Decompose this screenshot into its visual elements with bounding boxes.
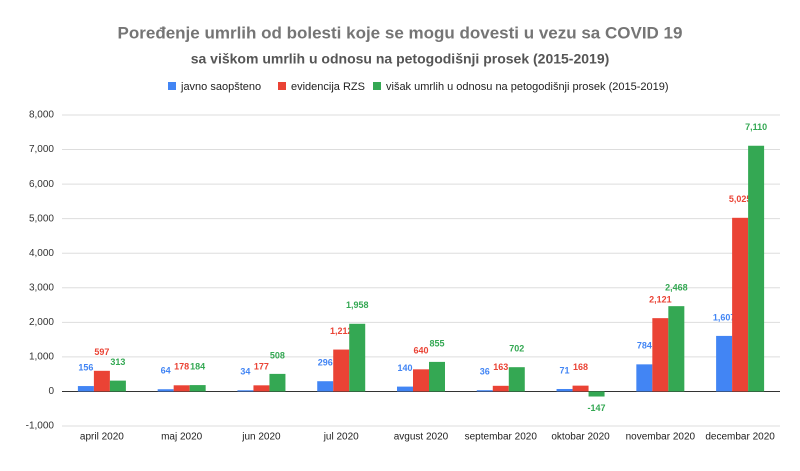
data-label: 1,212 (330, 326, 353, 336)
data-label: 2,468 (665, 283, 688, 293)
data-label: 140 (397, 363, 412, 373)
bar (77, 386, 94, 392)
data-label: 178 (174, 362, 189, 372)
data-label: 34 (240, 367, 250, 377)
data-label: -147 (588, 403, 606, 413)
bar (732, 217, 749, 392)
data-label: 163 (493, 362, 508, 372)
x-tick-label: april 2020 (80, 432, 124, 443)
data-label: 168 (573, 362, 588, 372)
bar (157, 389, 174, 392)
y-tick-label: 1,000 (29, 352, 54, 363)
bar (269, 373, 286, 392)
bar (492, 385, 509, 392)
legend-label: javno saopšteno (180, 81, 261, 93)
x-tick-label: novembar 2020 (626, 432, 696, 443)
bar (109, 380, 126, 392)
y-tick-label: 4,000 (29, 248, 54, 259)
data-label: 7,110 (745, 122, 767, 132)
data-label: 313 (110, 357, 125, 367)
data-label: 5,025 (729, 194, 752, 204)
x-tick-label: maj 2020 (161, 432, 203, 443)
data-label: 296 (318, 358, 333, 368)
y-tick-label: 6,000 (29, 179, 54, 190)
data-label: 1,607 (713, 312, 736, 322)
legend-label: višak umrlih u odnosu na petogodišnji pr… (386, 81, 669, 93)
bar (429, 361, 445, 392)
bar (716, 335, 733, 392)
data-label: 64 (161, 366, 171, 376)
data-label: 855 (429, 338, 444, 348)
bar (317, 381, 334, 392)
bar (397, 386, 413, 392)
x-tick-label: decembar 2020 (705, 432, 775, 443)
chart-title: Poređenje umrlih od bolesti koje se mogu… (118, 23, 683, 42)
legend-swatch (278, 82, 286, 90)
y-tick-label: 3,000 (29, 282, 54, 293)
data-label: 184 (190, 361, 205, 371)
bar (413, 369, 429, 392)
data-label: 640 (413, 346, 428, 356)
data-label: 177 (254, 362, 269, 372)
data-label: 597 (94, 347, 109, 357)
bar (572, 385, 589, 392)
bar (508, 367, 525, 392)
bar (668, 306, 685, 392)
bar (556, 388, 573, 392)
y-tick-label: 0 (48, 386, 54, 397)
y-tick-label: 2,000 (29, 317, 54, 328)
bar (333, 349, 350, 392)
x-tick-label: jul 2020 (323, 432, 359, 443)
legend-swatch (168, 82, 176, 90)
data-label: 702 (509, 344, 524, 354)
chart-subtitle: sa viškom umrlih u odnosu na petogodišnj… (191, 51, 610, 67)
legend-label: evidencija RZS (291, 81, 365, 93)
data-label: 36 (480, 367, 490, 377)
data-label: 784 (637, 341, 652, 351)
bar (93, 370, 110, 392)
x-tick-label: oktobar 2020 (551, 432, 610, 443)
data-label: 71 (560, 365, 570, 375)
bar (189, 385, 206, 392)
x-tick-label: jun 2020 (241, 432, 281, 443)
data-label: 2,121 (649, 295, 672, 305)
bar (237, 390, 254, 392)
bar (173, 385, 190, 392)
x-tick-label: septembar 2020 (465, 432, 538, 443)
y-tick-label: 5,000 (29, 213, 54, 224)
legend-swatch (373, 82, 381, 90)
bar (476, 390, 493, 392)
y-tick-label: 8,000 (29, 110, 54, 121)
bar (588, 391, 605, 397)
bar (748, 145, 765, 392)
x-tick-label: avgust 2020 (394, 432, 449, 443)
y-tick-label: -1,000 (26, 421, 55, 432)
bar (349, 323, 366, 392)
data-label: 1,958 (346, 300, 369, 310)
y-tick-label: 7,000 (29, 144, 54, 155)
bar (652, 318, 669, 392)
data-label: 156 (78, 362, 93, 372)
data-label: 508 (270, 350, 285, 360)
bar (253, 385, 270, 392)
bar (636, 364, 653, 392)
